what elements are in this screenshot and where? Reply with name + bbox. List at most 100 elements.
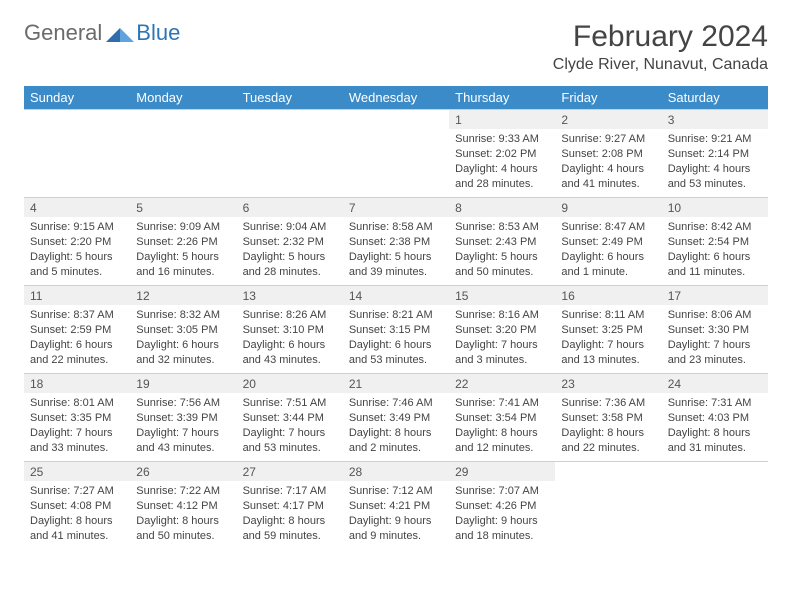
- calendar-day-cell: 9Sunrise: 8:47 AMSunset: 2:49 PMDaylight…: [555, 198, 661, 286]
- calendar-body: 1Sunrise: 9:33 AMSunset: 2:02 PMDaylight…: [24, 110, 768, 550]
- day-number: 14: [343, 286, 449, 305]
- logo-text-general: General: [24, 20, 102, 46]
- calendar-day-cell: 8Sunrise: 8:53 AMSunset: 2:43 PMDaylight…: [449, 198, 555, 286]
- daylight-text: Daylight: 4 hours and 41 minutes.: [561, 162, 655, 192]
- calendar-day-cell: 5Sunrise: 9:09 AMSunset: 2:26 PMDaylight…: [130, 198, 236, 286]
- daylight-text: Daylight: 9 hours and 9 minutes.: [349, 514, 443, 544]
- sunrise-text: Sunrise: 7:51 AM: [243, 396, 337, 411]
- sunrise-text: Sunrise: 7:56 AM: [136, 396, 230, 411]
- sunrise-text: Sunrise: 7:31 AM: [668, 396, 762, 411]
- sunset-text: Sunset: 2:08 PM: [561, 147, 655, 162]
- weekday-header: Wednesday: [343, 86, 449, 110]
- daylight-text: Daylight: 5 hours and 16 minutes.: [136, 250, 230, 280]
- daylight-text: Daylight: 9 hours and 18 minutes.: [455, 514, 549, 544]
- sunset-text: Sunset: 3:54 PM: [455, 411, 549, 426]
- daylight-text: Daylight: 8 hours and 2 minutes.: [349, 426, 443, 456]
- sunset-text: Sunset: 2:20 PM: [30, 235, 124, 250]
- calendar-day-cell: 10Sunrise: 8:42 AMSunset: 2:54 PMDayligh…: [662, 198, 768, 286]
- sunset-text: Sunset: 2:49 PM: [561, 235, 655, 250]
- daylight-text: Daylight: 7 hours and 33 minutes.: [30, 426, 124, 456]
- day-details: Sunrise: 8:01 AMSunset: 3:35 PMDaylight:…: [24, 393, 130, 459]
- sunset-text: Sunset: 4:26 PM: [455, 499, 549, 514]
- day-number: 7: [343, 198, 449, 217]
- daylight-text: Daylight: 5 hours and 39 minutes.: [349, 250, 443, 280]
- calendar-day-cell: [555, 462, 661, 550]
- sunrise-text: Sunrise: 8:42 AM: [668, 220, 762, 235]
- day-details: Sunrise: 7:36 AMSunset: 3:58 PMDaylight:…: [555, 393, 661, 459]
- daylight-text: Daylight: 5 hours and 5 minutes.: [30, 250, 124, 280]
- calendar-day-cell: [237, 110, 343, 198]
- day-number: 24: [662, 374, 768, 393]
- calendar-day-cell: 22Sunrise: 7:41 AMSunset: 3:54 PMDayligh…: [449, 374, 555, 462]
- calendar-day-cell: 14Sunrise: 8:21 AMSunset: 3:15 PMDayligh…: [343, 286, 449, 374]
- weekday-header: Friday: [555, 86, 661, 110]
- sunrise-text: Sunrise: 7:36 AM: [561, 396, 655, 411]
- daylight-text: Daylight: 7 hours and 3 minutes.: [455, 338, 549, 368]
- calendar-week-row: 1Sunrise: 9:33 AMSunset: 2:02 PMDaylight…: [24, 110, 768, 198]
- day-number: 16: [555, 286, 661, 305]
- day-number: 3: [662, 110, 768, 129]
- sunrise-text: Sunrise: 9:33 AM: [455, 132, 549, 147]
- calendar-day-cell: 27Sunrise: 7:17 AMSunset: 4:17 PMDayligh…: [237, 462, 343, 550]
- sunrise-text: Sunrise: 8:37 AM: [30, 308, 124, 323]
- daylight-text: Daylight: 8 hours and 12 minutes.: [455, 426, 549, 456]
- sunset-text: Sunset: 3:35 PM: [30, 411, 124, 426]
- daylight-text: Daylight: 7 hours and 43 minutes.: [136, 426, 230, 456]
- day-details: Sunrise: 8:21 AMSunset: 3:15 PMDaylight:…: [343, 305, 449, 371]
- daylight-text: Daylight: 7 hours and 53 minutes.: [243, 426, 337, 456]
- sunrise-text: Sunrise: 8:01 AM: [30, 396, 124, 411]
- day-number: 18: [24, 374, 130, 393]
- day-details: Sunrise: 8:26 AMSunset: 3:10 PMDaylight:…: [237, 305, 343, 371]
- logo: General Blue: [24, 20, 180, 46]
- calendar-day-cell: 17Sunrise: 8:06 AMSunset: 3:30 PMDayligh…: [662, 286, 768, 374]
- calendar-day-cell: 4Sunrise: 9:15 AMSunset: 2:20 PMDaylight…: [24, 198, 130, 286]
- sunset-text: Sunset: 4:21 PM: [349, 499, 443, 514]
- day-details: Sunrise: 7:12 AMSunset: 4:21 PMDaylight:…: [343, 481, 449, 547]
- sunrise-text: Sunrise: 7:27 AM: [30, 484, 124, 499]
- sunset-text: Sunset: 3:10 PM: [243, 323, 337, 338]
- calendar-day-cell: 21Sunrise: 7:46 AMSunset: 3:49 PMDayligh…: [343, 374, 449, 462]
- sunset-text: Sunset: 3:39 PM: [136, 411, 230, 426]
- day-details: Sunrise: 7:17 AMSunset: 4:17 PMDaylight:…: [237, 481, 343, 547]
- day-number: 13: [237, 286, 343, 305]
- sunset-text: Sunset: 2:26 PM: [136, 235, 230, 250]
- day-number: 4: [24, 198, 130, 217]
- calendar-day-cell: [662, 462, 768, 550]
- month-title: February 2024: [553, 20, 768, 54]
- day-details: Sunrise: 7:27 AMSunset: 4:08 PMDaylight:…: [24, 481, 130, 547]
- daylight-text: Daylight: 6 hours and 53 minutes.: [349, 338, 443, 368]
- calendar-day-cell: 7Sunrise: 8:58 AMSunset: 2:38 PMDaylight…: [343, 198, 449, 286]
- calendar-day-cell: 29Sunrise: 7:07 AMSunset: 4:26 PMDayligh…: [449, 462, 555, 550]
- sunset-text: Sunset: 2:43 PM: [455, 235, 549, 250]
- day-details: Sunrise: 9:33 AMSunset: 2:02 PMDaylight:…: [449, 129, 555, 195]
- weekday-header: Sunday: [24, 86, 130, 110]
- day-details: Sunrise: 9:15 AMSunset: 2:20 PMDaylight:…: [24, 217, 130, 283]
- sunrise-text: Sunrise: 9:09 AM: [136, 220, 230, 235]
- sunrise-text: Sunrise: 8:26 AM: [243, 308, 337, 323]
- daylight-text: Daylight: 6 hours and 43 minutes.: [243, 338, 337, 368]
- day-details: Sunrise: 9:27 AMSunset: 2:08 PMDaylight:…: [555, 129, 661, 195]
- day-details: Sunrise: 8:06 AMSunset: 3:30 PMDaylight:…: [662, 305, 768, 371]
- sunrise-text: Sunrise: 8:47 AM: [561, 220, 655, 235]
- calendar-day-cell: 20Sunrise: 7:51 AMSunset: 3:44 PMDayligh…: [237, 374, 343, 462]
- day-number: 12: [130, 286, 236, 305]
- weekday-header: Saturday: [662, 86, 768, 110]
- day-details: Sunrise: 7:41 AMSunset: 3:54 PMDaylight:…: [449, 393, 555, 459]
- day-details: Sunrise: 9:04 AMSunset: 2:32 PMDaylight:…: [237, 217, 343, 283]
- daylight-text: Daylight: 8 hours and 22 minutes.: [561, 426, 655, 456]
- calendar-day-cell: 3Sunrise: 9:21 AMSunset: 2:14 PMDaylight…: [662, 110, 768, 198]
- daylight-text: Daylight: 8 hours and 31 minutes.: [668, 426, 762, 456]
- day-number: 28: [343, 462, 449, 481]
- daylight-text: Daylight: 6 hours and 11 minutes.: [668, 250, 762, 280]
- daylight-text: Daylight: 7 hours and 23 minutes.: [668, 338, 762, 368]
- day-details: Sunrise: 9:09 AMSunset: 2:26 PMDaylight:…: [130, 217, 236, 283]
- calendar-day-cell: 25Sunrise: 7:27 AMSunset: 4:08 PMDayligh…: [24, 462, 130, 550]
- day-number: 9: [555, 198, 661, 217]
- day-details: Sunrise: 8:16 AMSunset: 3:20 PMDaylight:…: [449, 305, 555, 371]
- calendar-table: SundayMondayTuesdayWednesdayThursdayFrid…: [24, 86, 768, 550]
- daylight-text: Daylight: 4 hours and 28 minutes.: [455, 162, 549, 192]
- calendar-day-cell: [343, 110, 449, 198]
- weekday-header: Tuesday: [237, 86, 343, 110]
- calendar-day-cell: 26Sunrise: 7:22 AMSunset: 4:12 PMDayligh…: [130, 462, 236, 550]
- title-block: February 2024 Clyde River, Nunavut, Cana…: [553, 20, 768, 74]
